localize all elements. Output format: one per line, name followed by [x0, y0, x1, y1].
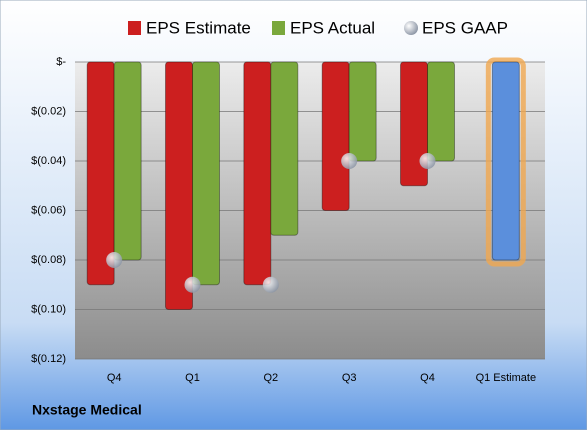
x-tick-label: Q1	[185, 372, 200, 384]
bar	[243, 61, 272, 286]
bar	[192, 61, 220, 286]
bar	[427, 61, 455, 162]
y-tick-label: $(0.12)	[31, 353, 66, 365]
x-tick-label: Q4	[107, 372, 122, 384]
legend-marker	[128, 21, 141, 35]
gaap-marker	[184, 276, 201, 293]
chart-title: Nxstage Medical	[32, 402, 142, 418]
bar	[491, 61, 520, 261]
gaap-marker	[419, 153, 436, 169]
bar	[321, 61, 350, 211]
legend-label: EPS Estimate	[146, 18, 251, 37]
legend-marker	[272, 21, 285, 35]
gaap-marker	[341, 153, 358, 169]
bar	[348, 61, 377, 162]
gaap-marker	[262, 276, 279, 293]
y-tick-label: $(0.10)	[31, 303, 66, 315]
x-tick-label: Q1 Estimate	[476, 372, 537, 384]
y-tick-label: $(0.06)	[31, 204, 66, 216]
bar	[165, 61, 193, 310]
legend-marker	[404, 21, 418, 35]
x-tick-label: Q2	[263, 372, 278, 384]
y-tick-label: $(0.02)	[31, 105, 66, 117]
y-tick-label: $-	[56, 56, 66, 68]
bar	[113, 61, 142, 261]
x-tick-label: Q4	[420, 372, 435, 384]
highlight-glow	[485, 57, 526, 267]
legend-label: EPS GAAP	[422, 18, 508, 37]
legend-label: EPS Actual	[290, 18, 375, 37]
y-tick-label: $(0.04)	[31, 155, 66, 167]
bar	[86, 61, 115, 286]
bar	[270, 61, 299, 236]
y-tick-label: $(0.08)	[31, 254, 66, 266]
gaap-marker	[106, 252, 123, 268]
x-tick-label: Q3	[342, 372, 357, 384]
